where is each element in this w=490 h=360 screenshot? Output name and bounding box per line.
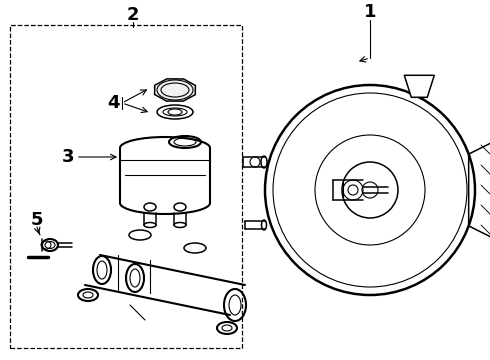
Text: 1: 1 [364, 3, 376, 21]
Polygon shape [468, 135, 490, 245]
Ellipse shape [42, 239, 58, 251]
Text: 4: 4 [107, 94, 119, 112]
Bar [10, 25, 242, 348]
Text: 3: 3 [62, 148, 74, 166]
Polygon shape [404, 75, 434, 97]
Text: 2: 2 [127, 6, 139, 24]
Text: 5: 5 [31, 211, 43, 229]
Polygon shape [155, 79, 196, 101]
